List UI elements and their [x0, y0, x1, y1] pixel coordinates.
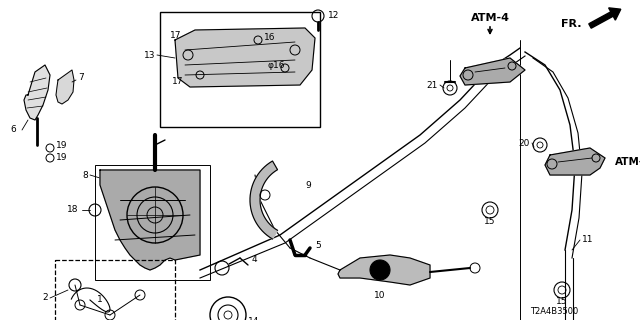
- Text: 11: 11: [582, 236, 593, 244]
- Text: 2: 2: [42, 293, 48, 302]
- Text: 5: 5: [315, 241, 321, 250]
- Text: 15: 15: [556, 298, 568, 307]
- Text: 14: 14: [248, 317, 259, 320]
- Bar: [55, 260, 175, 320]
- Polygon shape: [338, 255, 430, 285]
- Text: φ16: φ16: [268, 60, 285, 69]
- Polygon shape: [175, 28, 315, 87]
- Text: 9: 9: [305, 180, 311, 189]
- Polygon shape: [460, 58, 525, 85]
- Circle shape: [370, 260, 390, 280]
- FancyArrow shape: [589, 8, 621, 28]
- Polygon shape: [250, 161, 278, 239]
- Text: 8: 8: [83, 171, 88, 180]
- Text: 15: 15: [484, 218, 496, 227]
- Text: T2A4B3500: T2A4B3500: [530, 308, 579, 316]
- Bar: [95, 165, 210, 280]
- Polygon shape: [100, 170, 200, 270]
- Text: 1: 1: [97, 295, 103, 305]
- Text: ATM-4: ATM-4: [470, 13, 509, 23]
- Text: 18: 18: [67, 205, 78, 214]
- Text: 20: 20: [518, 139, 530, 148]
- Polygon shape: [24, 65, 50, 120]
- Text: 17: 17: [170, 30, 182, 39]
- Text: 21: 21: [427, 81, 438, 90]
- Text: FR.: FR.: [561, 19, 582, 29]
- Text: 10: 10: [374, 291, 386, 300]
- Text: 17: 17: [172, 77, 184, 86]
- Text: 4: 4: [252, 255, 258, 265]
- Text: 16: 16: [264, 34, 275, 43]
- Polygon shape: [545, 148, 605, 175]
- Text: 7: 7: [78, 74, 84, 83]
- Text: 19: 19: [56, 154, 67, 163]
- Text: 12: 12: [328, 12, 339, 20]
- Bar: [160, 12, 320, 127]
- Polygon shape: [56, 70, 74, 104]
- Text: 6: 6: [10, 125, 16, 134]
- Text: ATM-17-10: ATM-17-10: [615, 157, 640, 167]
- Text: 19: 19: [56, 140, 67, 149]
- Text: 13: 13: [143, 51, 155, 60]
